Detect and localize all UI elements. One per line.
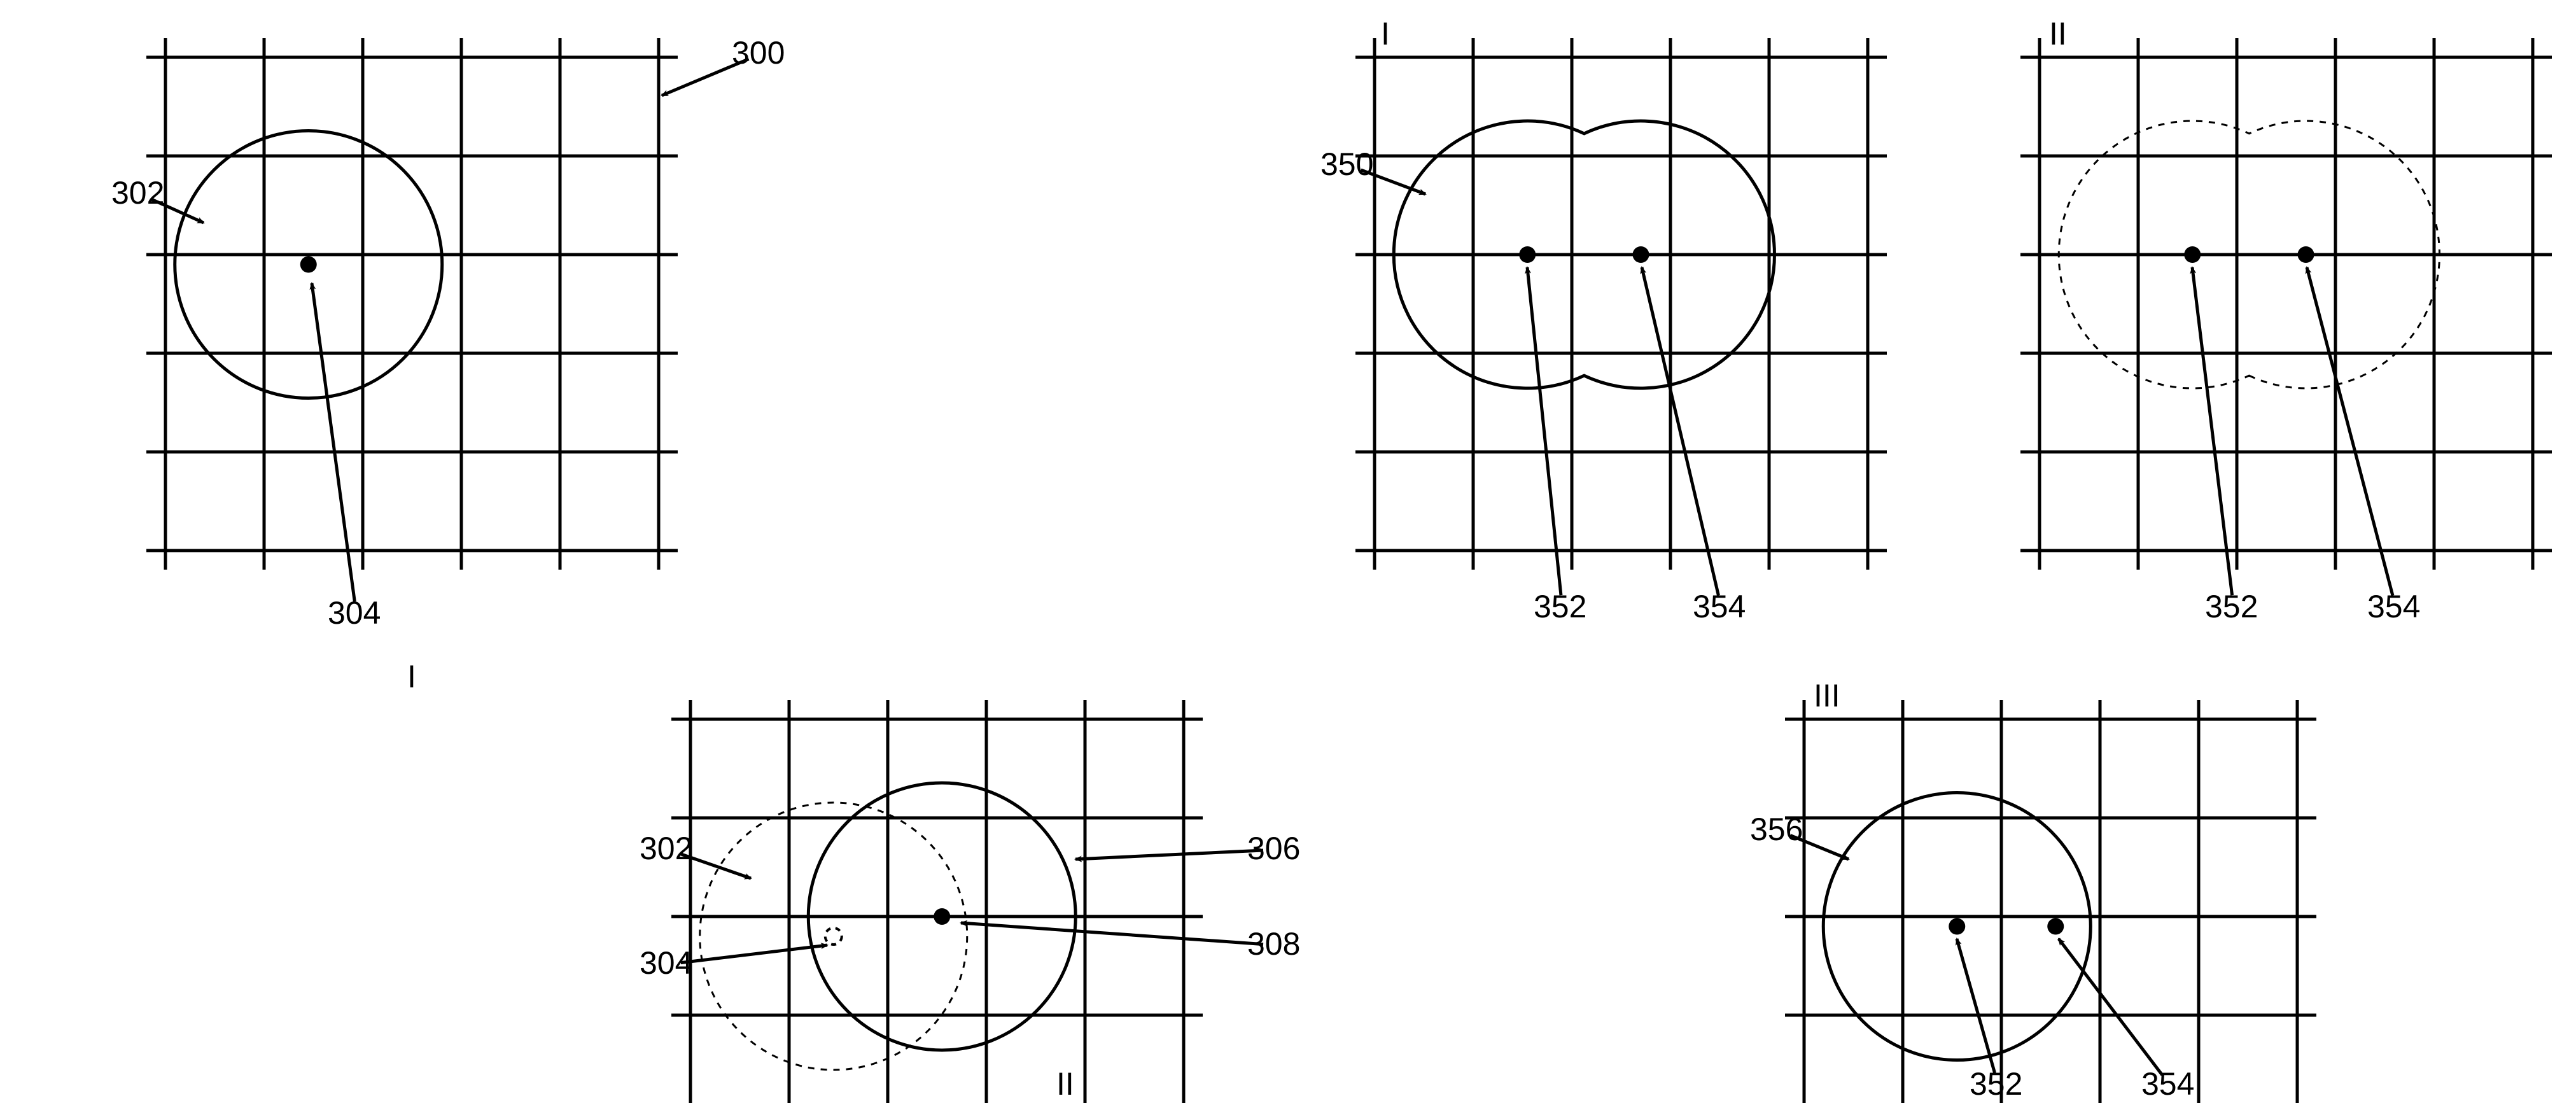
roman-rightB-II: II bbox=[2049, 16, 2067, 52]
ref-356-label: 356 bbox=[1750, 811, 1803, 847]
grid bbox=[1355, 38, 1887, 570]
point-304-hollow bbox=[825, 928, 842, 945]
ref-300-label: 300 bbox=[732, 35, 785, 71]
ref-354b-arrow bbox=[2307, 267, 2393, 596]
ref-302-label: 302 bbox=[111, 175, 164, 211]
roman-rightB-III: III bbox=[1814, 678, 1840, 713]
roman-leftA-II: II bbox=[1056, 1066, 1074, 1102]
point-354b bbox=[2298, 246, 2314, 263]
circle-302-dashed bbox=[700, 803, 967, 1070]
ref-354-arrow bbox=[1642, 267, 1718, 596]
ref-352b-arrow bbox=[2192, 267, 2232, 595]
ref-306-arrow bbox=[1075, 850, 1263, 859]
grid bbox=[1785, 700, 2316, 1103]
point-352c bbox=[1949, 918, 1965, 935]
grid bbox=[2020, 38, 2552, 570]
ref-304b-arrow bbox=[681, 945, 827, 963]
ref-306-label: 306 bbox=[1247, 831, 1300, 866]
ref-302-arrow bbox=[151, 199, 204, 223]
point-352b bbox=[2184, 246, 2201, 263]
ref-308-arrow bbox=[961, 923, 1263, 945]
point-304 bbox=[300, 256, 317, 273]
ref-304-arrow bbox=[312, 283, 354, 601]
ref-352c-arrow bbox=[1957, 939, 1995, 1073]
ref-300-arrow bbox=[662, 59, 749, 95]
point-352 bbox=[1519, 246, 1536, 263]
ref-354c-arrow bbox=[2059, 939, 2162, 1075]
ref-352c-label: 352 bbox=[1970, 1066, 2022, 1102]
roman-leftA-I: I bbox=[407, 659, 416, 694]
ref-350-label: 350 bbox=[1320, 146, 1373, 182]
point-308 bbox=[934, 908, 950, 925]
diagram-canvas: 300302304I302304306308II350352354I352354… bbox=[0, 0, 2576, 1103]
grid bbox=[146, 38, 678, 570]
ref-356-arrow bbox=[1791, 836, 1849, 859]
roman-rightB-I: I bbox=[1381, 16, 1390, 52]
point-354 bbox=[1633, 246, 1649, 263]
point-354c bbox=[2047, 918, 2064, 935]
ref-302b-label: 302 bbox=[640, 831, 692, 866]
ref-352-arrow bbox=[1527, 267, 1561, 595]
ref-354c-label: 354 bbox=[2141, 1066, 2194, 1102]
